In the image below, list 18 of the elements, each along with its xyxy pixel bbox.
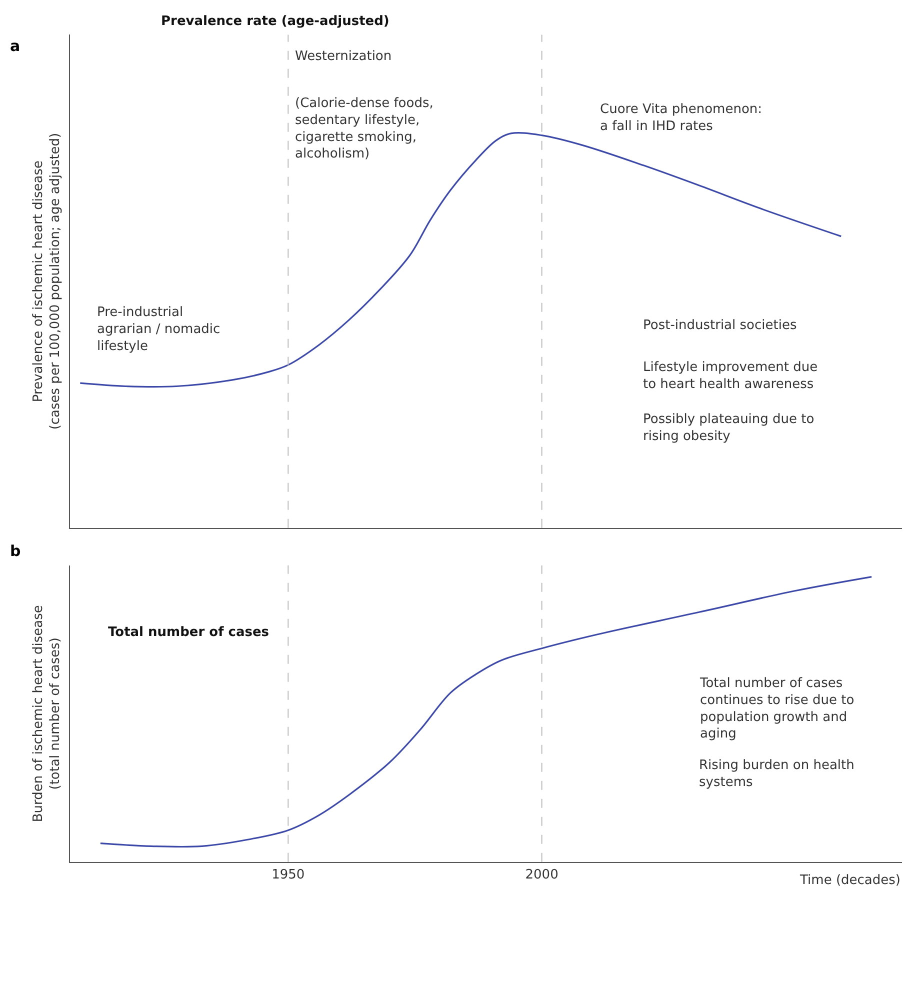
text: Total number of cases (108, 625, 270, 640)
chart-title: Prevalence rate (age-adjusted) (161, 14, 390, 29)
annotation: Possibly plateauing due to rising obesity (643, 412, 814, 444)
x-tick-label: 2000 (525, 867, 558, 882)
annotation: Post-industrial societies (643, 318, 797, 333)
annotation: (Calorie-dense foods, sedentary lifestyle, cigarette smoking, alcoholism) (295, 96, 434, 162)
x-axis-title: Time (decades) (799, 873, 900, 888)
annotation: Rising burden on health systems (699, 758, 854, 790)
y-axis-title: Prevalence of ischemic heart disease (cases per 100,000 population; age adjusted) (31, 132, 63, 430)
annotation: Cuore Vita phenomenon: a fall in IHD rates (600, 102, 762, 134)
text: Westernization (295, 49, 392, 64)
annotation: Lifestyle improvement due to heart health awareness (643, 360, 818, 392)
annotation: Pre-industrial agrarian / nomadic lifestyle (97, 305, 220, 354)
x-tick-label: 1950 (272, 867, 305, 882)
annotation: Total number of cases continues to rise due to population growth and aging (699, 676, 854, 742)
text: b (10, 542, 21, 560)
y-axis-title: Burden of ischemic heart disease (total number of cases) (31, 605, 63, 822)
text: a (10, 37, 20, 55)
